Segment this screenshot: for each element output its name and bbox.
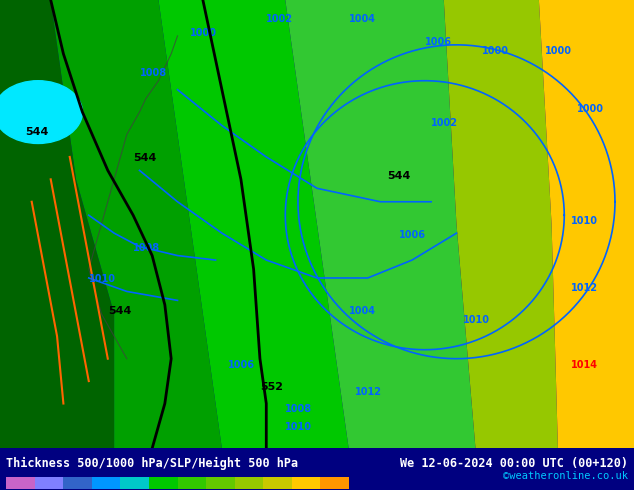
Text: ©weatheronline.co.uk: ©weatheronline.co.uk bbox=[503, 471, 628, 481]
Bar bbox=[63, 477, 92, 489]
Text: 1008: 1008 bbox=[285, 404, 313, 415]
Text: 1008: 1008 bbox=[133, 243, 160, 253]
Bar bbox=[206, 477, 235, 489]
Polygon shape bbox=[51, 0, 222, 448]
Text: 1008: 1008 bbox=[139, 68, 167, 78]
Text: 1010: 1010 bbox=[285, 422, 313, 432]
Text: 1000: 1000 bbox=[190, 28, 217, 38]
Text: 1002: 1002 bbox=[266, 14, 294, 24]
Polygon shape bbox=[285, 0, 476, 448]
Text: 1012: 1012 bbox=[355, 387, 382, 396]
Polygon shape bbox=[539, 0, 634, 448]
Polygon shape bbox=[0, 0, 114, 448]
Text: 1006: 1006 bbox=[399, 230, 427, 240]
Text: We 12-06-2024 00:00 UTC (00+120): We 12-06-2024 00:00 UTC (00+120) bbox=[399, 457, 628, 470]
Text: 1000: 1000 bbox=[545, 46, 573, 56]
Text: 1010: 1010 bbox=[463, 315, 490, 325]
Bar bbox=[35, 477, 63, 489]
Text: 1014: 1014 bbox=[571, 360, 598, 369]
Bar bbox=[235, 477, 263, 489]
Text: 544: 544 bbox=[387, 172, 410, 181]
Text: 544: 544 bbox=[133, 153, 157, 163]
Text: 1004: 1004 bbox=[349, 306, 376, 316]
Text: 1006: 1006 bbox=[425, 37, 452, 47]
Text: 1002: 1002 bbox=[431, 118, 458, 127]
Text: 552: 552 bbox=[260, 382, 283, 392]
Text: 1012: 1012 bbox=[571, 283, 598, 294]
Bar bbox=[263, 477, 292, 489]
Bar bbox=[149, 477, 178, 489]
Text: 1010: 1010 bbox=[89, 274, 116, 285]
Polygon shape bbox=[444, 0, 558, 448]
Bar bbox=[320, 477, 349, 489]
Bar bbox=[120, 477, 149, 489]
Text: 1004: 1004 bbox=[349, 14, 376, 24]
Bar bbox=[292, 477, 320, 489]
Text: Thickness 500/1000 hPa/SLP/Height 500 hPa: Thickness 500/1000 hPa/SLP/Height 500 hP… bbox=[6, 457, 299, 470]
Text: 544: 544 bbox=[25, 126, 49, 137]
Text: 544: 544 bbox=[108, 306, 131, 316]
Text: 1010: 1010 bbox=[571, 216, 598, 226]
Text: 1000: 1000 bbox=[482, 46, 509, 56]
Bar bbox=[178, 477, 206, 489]
Circle shape bbox=[0, 81, 82, 144]
Polygon shape bbox=[158, 0, 349, 448]
Text: 1000: 1000 bbox=[577, 104, 604, 114]
Bar bbox=[92, 477, 120, 489]
Bar bbox=[6, 477, 35, 489]
Text: 1006: 1006 bbox=[228, 360, 256, 369]
